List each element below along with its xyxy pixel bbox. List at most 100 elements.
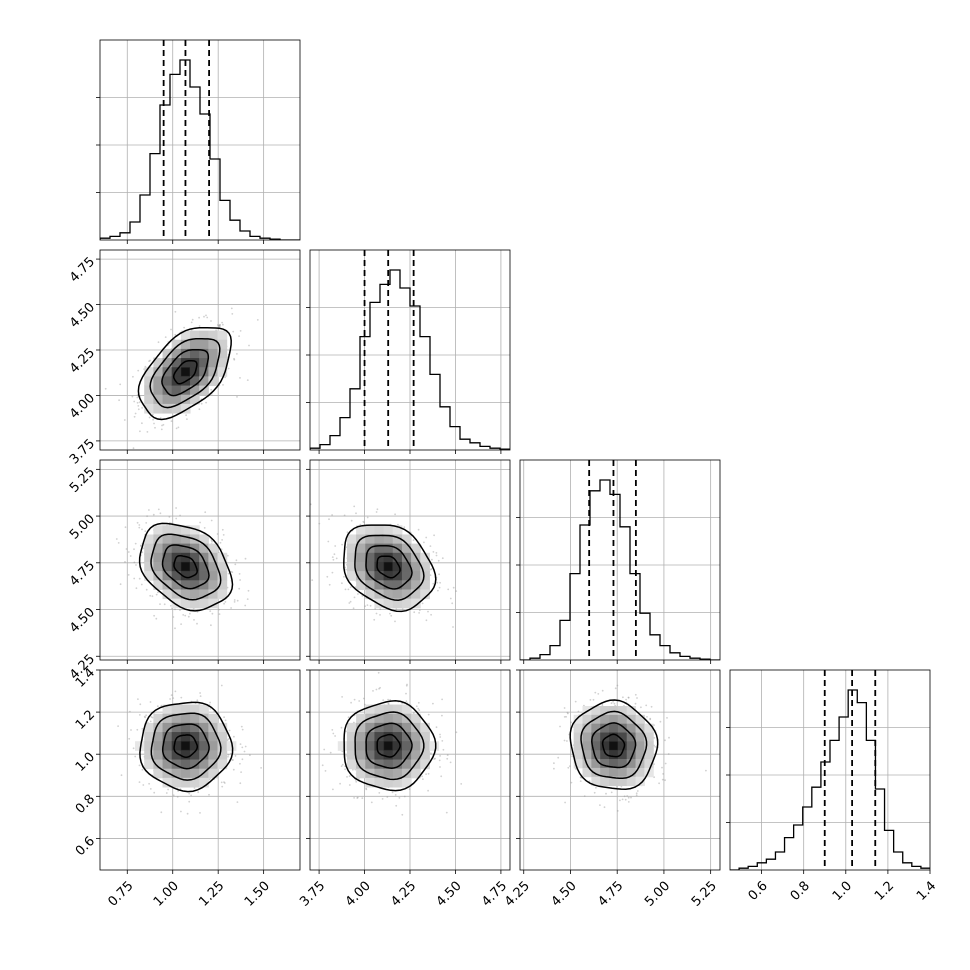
density-cell [420,571,430,581]
density-cell [346,741,357,751]
density-cell [635,776,645,787]
scatter-point [136,521,139,524]
density-cell [644,759,654,769]
scatter-point [376,508,379,511]
scatter-point [589,699,592,701]
scatter-point [623,795,626,798]
scatter-point [193,666,195,668]
density-cell [171,722,182,733]
density-cell [411,571,421,581]
scatter-point [616,810,619,812]
panel-1-1 [306,249,511,454]
scatter-point [241,758,244,761]
scatter-point [157,591,159,594]
x-tick-label: 0.6 [746,879,771,904]
panel-2-1 [306,459,511,664]
scatter-point [136,728,139,731]
density-cell [190,561,200,572]
scatter-point [348,602,351,604]
density-cell [162,589,173,600]
scatter-point [389,612,391,615]
y-tick-label: 5.25 [67,465,98,496]
density-cell [180,589,191,600]
scatter-point [143,715,146,718]
scatter-point [553,762,555,765]
scatter-point [575,768,577,770]
contour-line [354,711,425,781]
scatter-point [403,526,406,529]
density-cell [144,394,154,405]
density-cell [392,704,403,715]
density-cell [600,759,610,769]
contour-line [172,360,198,385]
density-cell [346,722,357,733]
scatter-point [180,623,183,625]
scatter-point [622,696,624,699]
density-cell [162,759,173,770]
scatter-point [144,365,147,368]
density-cell [626,723,637,734]
density-cell [365,759,375,770]
contour-line [601,733,626,758]
scatter-point [152,418,155,421]
scatter-point [365,787,367,790]
density-cell [346,759,357,770]
scatter-point [216,324,219,326]
density-cell [171,403,182,414]
density-cell [383,598,394,609]
scatter-point [220,684,223,687]
scatter-point [378,792,381,794]
density-cell [411,589,421,600]
scatter-point [429,545,432,547]
scatter-point [231,759,234,761]
density-cell [199,713,209,724]
density-cell [153,525,164,535]
density-cell [365,704,375,715]
density-cell [383,571,394,581]
panel-frame [99,669,301,871]
density-cell [162,704,173,715]
density-cell [217,339,228,350]
scatter-point [653,737,656,739]
scatter-point [135,564,137,566]
density-cell [208,732,219,742]
scatter-point [349,586,352,589]
density-cell [591,767,601,778]
density-cell [383,589,394,600]
scatter-point [180,696,183,699]
scatter-point [203,527,206,529]
scatter-point [438,573,440,576]
scatter-point [438,759,441,762]
scatter-point [244,557,247,560]
density-cell [411,759,421,770]
scatter-point [435,552,438,554]
scatter-point [138,526,141,529]
scatter-point [193,787,196,789]
density-cell [420,722,430,733]
scatter-point [588,780,591,783]
density-cell [190,376,200,387]
y-tick-label: 4.50 [67,300,98,331]
density-cell [609,723,619,734]
scatter-point [597,693,600,695]
scatter-point [179,609,181,611]
scatter-point [574,700,577,703]
density-cell [420,561,430,572]
panel-3-0: 0.75 1.00 1.25 1.500.60.81.01.21.4 [73,665,301,910]
scatter-point [232,768,235,771]
scatter-point [174,310,177,313]
density-cell [635,732,645,742]
scatter-point [398,797,401,799]
scatter-point [222,534,225,536]
scatter-point [331,514,333,516]
density-cell [401,534,412,545]
density-cell [190,704,200,715]
density-cell [383,732,394,742]
scatter-point [174,627,176,630]
scatter-point [157,341,160,344]
density-cell [171,543,182,554]
scatter-point [361,797,364,799]
density-cell [208,571,219,581]
scatter-point [355,780,358,783]
density-cell [153,385,164,396]
